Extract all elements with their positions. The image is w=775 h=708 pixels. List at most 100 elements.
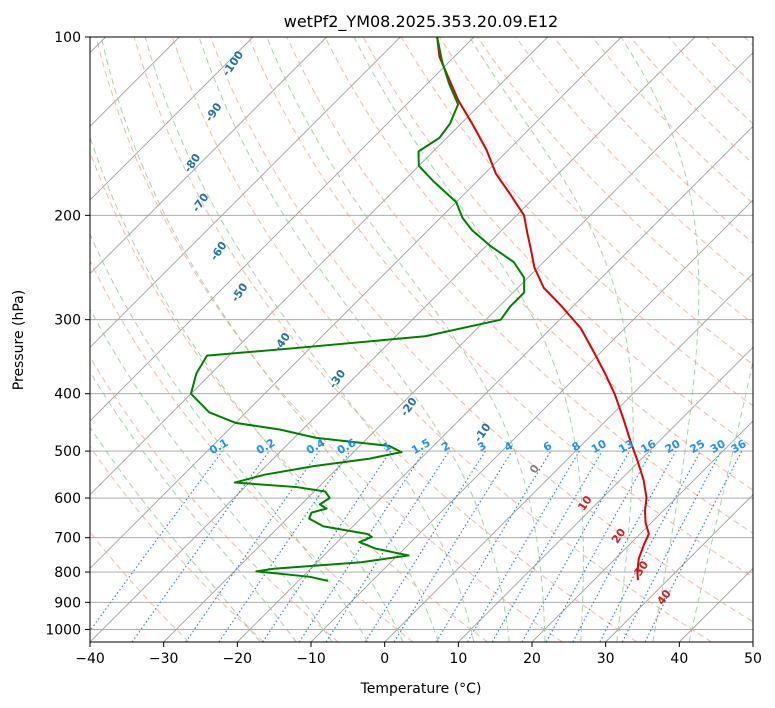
moist-adiabat-line — [353, 37, 584, 642]
moist-adiabat-line — [100, 37, 439, 642]
mixing-ratio-line — [435, 450, 552, 642]
mixing-ratio-line — [393, 450, 513, 642]
x-tick-label: 40 — [670, 651, 688, 667]
isotherm-line — [605, 494, 753, 642]
isotherm-line — [679, 567, 753, 642]
isotherm-line — [90, 37, 548, 496]
mixing-ratio-line — [521, 450, 630, 642]
dry-adiabat-line — [90, 531, 190, 642]
adiabat-label: -90 — [203, 100, 225, 124]
isotherm-line — [384, 273, 753, 642]
dry-adiabat-line — [286, 37, 753, 534]
y-tick-label: 1000 — [45, 622, 81, 638]
adiabat-label: -60 — [208, 239, 230, 263]
isotherm-line — [752, 641, 753, 642]
x-tick-label: 10 — [449, 651, 467, 667]
plot-data-lines — [189, 37, 650, 582]
y-tick-label: 100 — [54, 30, 81, 46]
isotherm-line — [90, 37, 401, 348]
isotherm-line — [90, 37, 622, 569]
dry-adiabat-line — [90, 445, 264, 642]
mixing-ratio-label: 20 — [663, 437, 683, 456]
y-tick-label: 900 — [54, 595, 81, 611]
moist-adiabat-line — [688, 358, 753, 642]
adiabat-label: -70 — [190, 191, 212, 215]
mixing-ratio-line — [262, 450, 392, 642]
mixing-ratio-line — [325, 450, 450, 642]
plot-background — [90, 37, 753, 642]
x-tick-label: 0 — [380, 651, 389, 667]
x-tick-label: −40 — [75, 651, 105, 667]
isotherm-line — [90, 37, 254, 201]
dry-adiabat-line — [591, 37, 753, 204]
mixing-ratio-label: 6 — [541, 439, 554, 454]
mixing-ratio-label: 25 — [688, 437, 708, 456]
moist-adiabat-line — [144, 37, 475, 642]
mixing-ratio-label: 8 — [570, 439, 583, 454]
mixing-ratio-label: 10 — [589, 437, 609, 456]
isotherm-line — [90, 37, 475, 422]
mixing-ratio-line — [364, 450, 486, 642]
dry-adiabat-line — [668, 37, 753, 125]
temperature-profile-line — [436, 37, 650, 581]
y-tick-label: 200 — [54, 208, 81, 224]
x-tick-label: −30 — [149, 651, 179, 667]
moist-adiabat-line — [90, 370, 297, 642]
chart-title: wetPf2_YM08.2025.353.20.09.E12 — [284, 12, 558, 32]
y-tick-label: 500 — [54, 444, 81, 460]
moist-adiabat-line — [90, 233, 369, 642]
mixing-ratio-line — [218, 450, 351, 642]
dry-adiabat-line — [706, 37, 753, 86]
mixing-ratio-label: 0.6 — [335, 436, 359, 457]
dry-adiabat-line — [95, 37, 563, 642]
adiabat-label: -80 — [181, 151, 203, 175]
mixing-ratio-label: 0.2 — [254, 436, 277, 457]
mixing-ratio-line — [185, 450, 320, 642]
moist-adiabat-line — [469, 37, 634, 642]
moist-adiabat-line — [620, 37, 700, 642]
mixing-ratio-label: 1.5 — [409, 436, 432, 457]
adiabat-label: 0 — [527, 462, 542, 476]
dry-adiabat-line — [210, 37, 753, 623]
mixing-ratio-line — [572, 450, 677, 642]
dry-adiabat-line — [90, 150, 488, 642]
mixing-ratio-line — [298, 450, 425, 642]
mixing-ratio-line — [644, 450, 743, 642]
mixing-ratio-line — [545, 450, 653, 642]
y-axis-label: Pressure (hPa) — [11, 290, 27, 390]
y-tick-label: 400 — [54, 387, 81, 403]
dry-adiabat-line — [515, 37, 753, 284]
isotherm-line — [163, 52, 753, 642]
mixing-ratio-label: 4 — [502, 439, 515, 454]
y-tick-label: 700 — [54, 531, 81, 547]
y-tick-label: 800 — [54, 565, 81, 581]
plot-frame — [89, 36, 754, 643]
adiabat-label: 30 — [632, 558, 652, 578]
moist-adiabat-line — [90, 308, 333, 642]
mixing-ratio-line — [131, 450, 270, 642]
mixing-ratio-line — [90, 450, 223, 632]
mixing-ratio-label: 36 — [729, 437, 749, 456]
isotherm-line — [458, 346, 753, 642]
y-axis-ticks: 100 200 300 400 500 600 700 800 900 1000 — [45, 30, 90, 638]
x-tick-label: −20 — [223, 651, 253, 667]
adiabat-label: -10 — [472, 421, 494, 445]
mixing-ratio-label: 30 — [708, 437, 728, 456]
isotherm-line — [237, 125, 753, 642]
x-tick-label: 30 — [597, 651, 615, 667]
dry-adiabat-line — [248, 37, 753, 578]
adiabat-label: -50 — [229, 280, 251, 304]
dry-adiabat-line — [90, 259, 414, 642]
dewpoint-profile-line — [189, 37, 526, 582]
adiabat-label: -100 — [220, 48, 247, 78]
x-axis-label: Temperature (°C) — [360, 681, 482, 697]
y-tick-label: 600 — [54, 491, 81, 507]
x-tick-label: −10 — [296, 651, 326, 667]
dry-adiabat-line — [744, 37, 753, 47]
moist-adiabat-line — [198, 37, 510, 642]
y-tick-label: 300 — [54, 313, 81, 329]
isotherm-line — [531, 420, 753, 642]
dry-adiabat-line — [324, 37, 753, 491]
moist-adiabat-line — [90, 426, 261, 642]
